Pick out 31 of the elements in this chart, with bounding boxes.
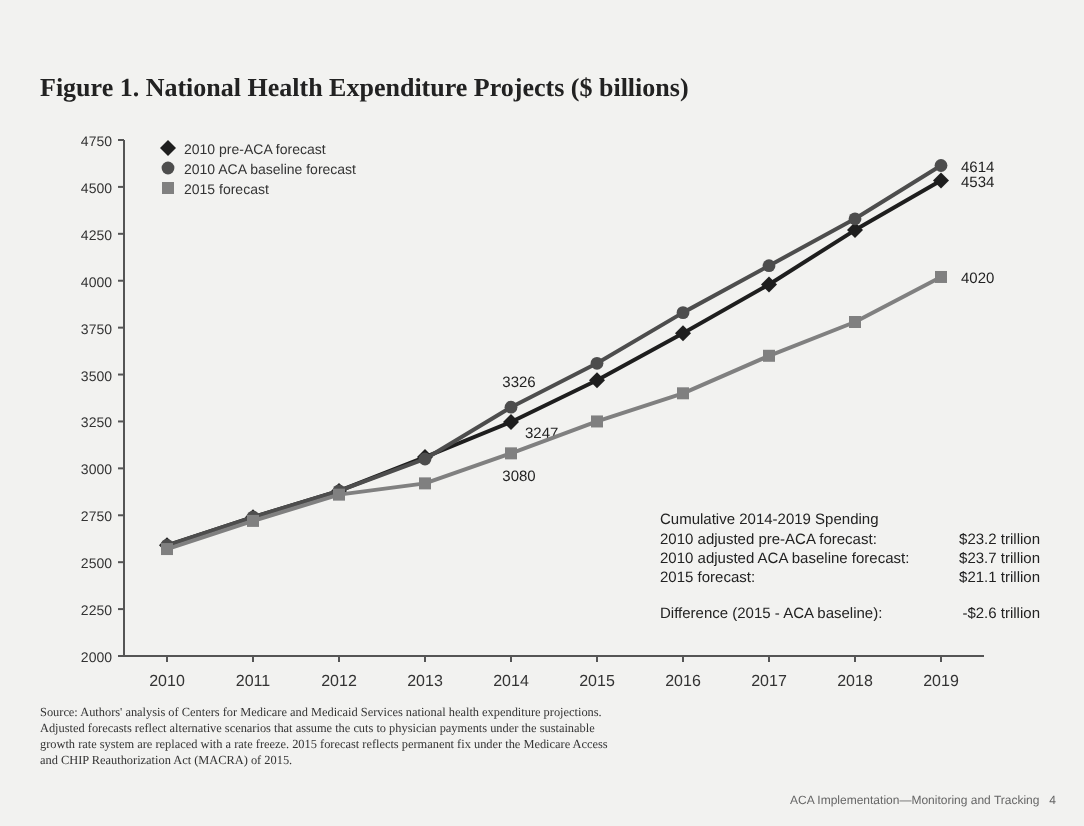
point	[848, 212, 862, 226]
point	[161, 543, 173, 556]
point	[503, 414, 519, 431]
x-tick-label: 2014	[493, 672, 530, 690]
x-tick-label: 2013	[407, 672, 444, 690]
x-tick-label: 2010	[149, 672, 186, 690]
point	[933, 172, 949, 189]
point	[849, 316, 861, 329]
point	[504, 400, 518, 414]
point	[847, 222, 863, 239]
point	[590, 356, 604, 370]
chart-title: Figure 1. National Health Expenditure Projects ($ billions)	[40, 72, 689, 102]
point	[934, 159, 948, 172]
x-tick-label: 2015	[579, 672, 616, 690]
point	[763, 349, 775, 362]
point	[505, 447, 517, 460]
point	[589, 372, 605, 389]
point	[591, 415, 603, 428]
x-tick-label: 2018	[837, 672, 874, 690]
x-tick-label: 2019	[923, 672, 960, 690]
point	[677, 387, 689, 400]
point	[675, 325, 691, 342]
point	[676, 306, 690, 320]
point	[761, 276, 777, 293]
x-tick-label: 2016	[665, 672, 702, 690]
point	[419, 477, 431, 490]
x-tick-label: 2017	[751, 672, 788, 690]
point	[762, 259, 776, 273]
x-tick-label: 2012	[321, 672, 358, 690]
point	[935, 270, 947, 283]
x-tick-label: 2011	[235, 672, 272, 690]
